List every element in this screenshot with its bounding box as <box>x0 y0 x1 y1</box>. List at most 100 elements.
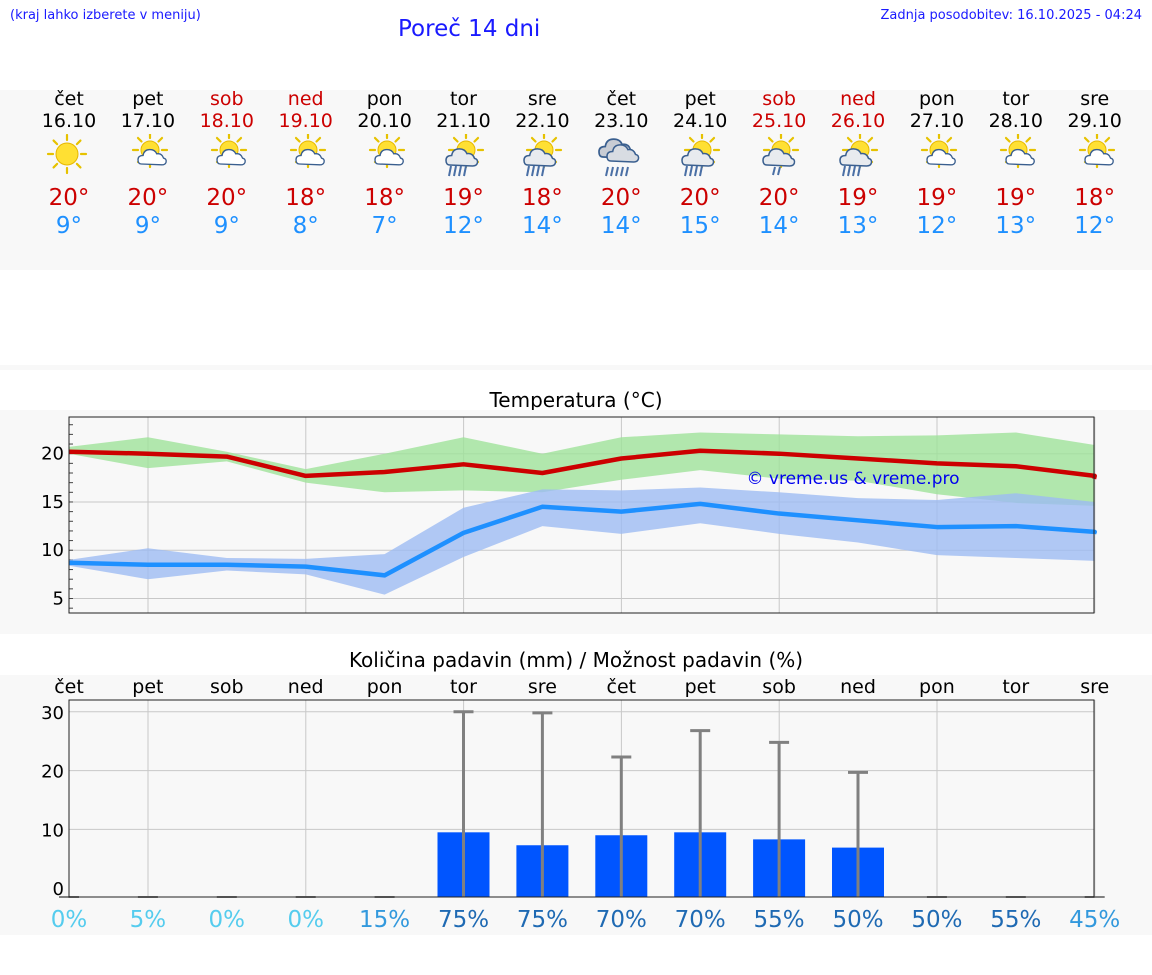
day-forecast: pet 24.10 20° 15° <box>660 88 740 240</box>
sun-disc <box>55 142 79 166</box>
cloud-shape <box>216 148 246 166</box>
precipitation-probability: 70% <box>675 907 726 933</box>
cloud-shape <box>681 148 715 167</box>
day-date: 22.10 <box>515 110 570 132</box>
category-label: pet <box>132 676 163 698</box>
sun-ray <box>236 136 242 143</box>
category-label: tor <box>1002 676 1029 698</box>
cloud-shape <box>373 148 404 166</box>
max-temperature: 19° <box>995 185 1037 211</box>
max-temperature: 18° <box>364 185 405 211</box>
max-temperature: 20° <box>127 185 169 211</box>
sun-cloud-rain-icon <box>444 134 484 177</box>
sun-ray <box>846 136 853 143</box>
precipitation-probability: 55% <box>754 907 805 933</box>
precipitation-probability: 55% <box>990 907 1041 933</box>
cloud-outline <box>1084 148 1114 166</box>
day-forecast: čet 23.10 20° 14° <box>581 88 661 240</box>
sun-cloud-icon <box>131 134 168 169</box>
sun-ray <box>551 136 558 143</box>
cloud-outline <box>295 148 325 166</box>
cloud-shape <box>839 148 873 167</box>
sun-ray <box>767 136 774 143</box>
day-name: ned <box>840 88 876 110</box>
last-update: Zadnja posodobitev: 16.10.2025 - 04:24 <box>880 8 1142 23</box>
min-temperature: 7° <box>371 213 398 239</box>
day-name: pon <box>919 88 955 110</box>
precipitation-chart: čet pet sob ned pon tor sre čet pet sob ned pon tor s… <box>41 676 1120 933</box>
sun-ray <box>531 136 538 143</box>
day-name: sob <box>762 88 796 110</box>
max-temperature: 20° <box>679 185 721 211</box>
max-temperature: 18° <box>522 185 563 211</box>
sun-cloud-icon <box>210 134 247 169</box>
sun-ray <box>315 136 321 143</box>
temperature-chart: 5 10 15 20 © vreme.us & vreme.pro <box>41 416 1097 614</box>
day-forecast: sre 22.10 18° 14° <box>502 88 582 240</box>
precipitation-probability: 15% <box>359 907 410 933</box>
day-date: 24.10 <box>672 110 728 132</box>
category-label: čet <box>607 676 637 698</box>
sun-ray <box>946 136 953 143</box>
day-date: 19.10 <box>278 110 333 132</box>
rain-drop <box>842 165 846 177</box>
sun-ray <box>1004 136 1011 143</box>
rain-drop <box>857 165 861 177</box>
max-temperature: 18° <box>1074 185 1116 211</box>
max-temperature: 18° <box>285 185 327 211</box>
rain-drop <box>689 165 694 177</box>
cloud-shape <box>1084 148 1114 166</box>
min-temperature: 14° <box>600 213 642 239</box>
sun-ray <box>1104 136 1110 143</box>
sun-ray <box>373 136 380 143</box>
cloud-outline <box>926 148 956 166</box>
category-label: ned <box>840 676 876 698</box>
cloud-shape <box>926 148 956 166</box>
sun-cloud-icon <box>368 134 405 169</box>
precipitation-probability: 0% <box>287 907 324 933</box>
day-forecast: ned 26.10 19° 13° <box>818 88 898 240</box>
max-temperature: 19° <box>916 185 958 211</box>
sun-ray <box>1025 136 1031 143</box>
plot-frame <box>68 416 1095 614</box>
min-temperature: 12° <box>916 213 958 239</box>
min-temperature: 13° <box>995 213 1037 239</box>
page-title: Poreč 14 dni <box>398 16 541 42</box>
cloud-shape <box>137 148 167 166</box>
category-label: sre <box>1080 676 1109 698</box>
cloud-outline <box>681 148 715 167</box>
watermark: © vreme.us & vreme.pro <box>746 469 959 489</box>
day-name: sre <box>527 88 557 110</box>
day-date: 29.10 <box>1067 110 1122 132</box>
day-forecast: pet 17.10 20° 9° <box>108 88 188 240</box>
sun-ray <box>75 139 82 146</box>
category-label: sob <box>210 676 244 698</box>
day-forecast: čet 16.10 20° 9° <box>29 88 109 240</box>
rain-drop <box>541 165 546 177</box>
cloud-shape <box>523 148 557 167</box>
day-name: čet <box>54 88 84 110</box>
day-date: 18.10 <box>199 110 254 132</box>
category-label: sob <box>762 676 796 698</box>
sun-ray <box>215 136 222 143</box>
precipitation-probability: 0% <box>209 907 246 933</box>
cloud-shape <box>606 144 640 163</box>
sun-ray <box>867 136 874 143</box>
precipitation-probability: 75% <box>438 907 489 933</box>
sun-ray <box>452 136 459 143</box>
precipitation-probability: 75% <box>517 907 568 933</box>
menu-hint[interactable]: (kraj lahko izberete v meniju) <box>10 8 201 23</box>
y-tick-label: 30 <box>41 703 64 724</box>
max-range-band <box>69 432 1095 506</box>
rain-cloud-icon <box>598 138 640 177</box>
rain-drop <box>615 166 620 177</box>
min-temperature: 9° <box>213 213 240 239</box>
category-label: tor <box>450 676 477 698</box>
cloud-shape <box>1005 148 1035 166</box>
day-forecast: sob 18.10 20° 9° <box>187 88 267 240</box>
min-temperature: 14° <box>522 213 563 239</box>
rain-drop <box>605 166 610 177</box>
day-forecast: pon 27.10 19° 12° <box>897 88 977 240</box>
sun-ray <box>52 139 59 146</box>
sun-ray <box>75 162 82 169</box>
